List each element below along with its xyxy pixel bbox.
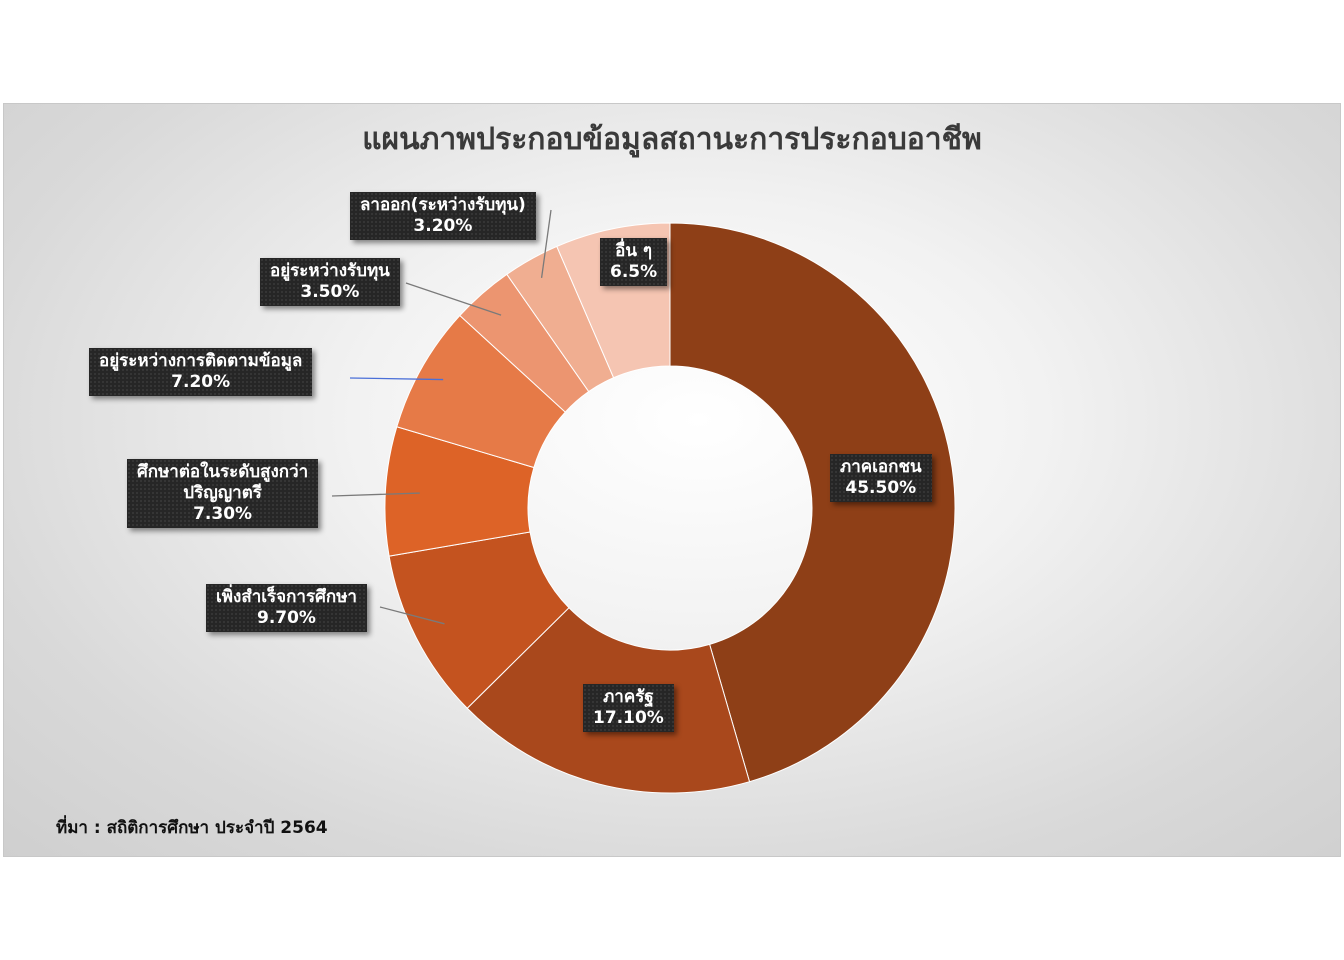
data-label-category: อื่น ๆ: [615, 241, 653, 261]
data-label-value: 45.50%: [845, 478, 917, 498]
source-note: ที่มา : สถิติการศึกษา ประจำปี 2564: [56, 818, 328, 838]
slice-0: [669, 222, 956, 783]
data-label-5: อยู่ระหว่างรับทุน 3.50%: [260, 258, 400, 306]
data-label-6: ลาออก(ระหว่างรับทุน) 3.20%: [350, 192, 536, 240]
data-label-value: 6.5%: [610, 262, 658, 282]
data-label-category: ศึกษาต่อในระดับสูงกว่า: [137, 462, 309, 482]
data-label-category: ภาคเอกชน: [840, 457, 922, 477]
data-label-value: 3.50%: [300, 282, 360, 302]
data-label-4: อยู่ระหว่างการติดตามข้อมูล 7.20%: [89, 348, 313, 396]
data-label-7: อื่น ๆ 6.5%: [600, 238, 668, 286]
data-label-3: ศึกษาต่อในระดับสูงกว่า ปริญญาตรี 7.30%: [127, 459, 319, 528]
data-label-category: ปริญญาตรี: [183, 483, 262, 503]
leader-line-6: [540, 209, 552, 278]
data-label-1: ภาครัฐ 17.10%: [583, 684, 674, 732]
leader-line-3: [331, 492, 420, 497]
data-label-2: เพิ่งสำเร็จการศึกษา 9.70%: [206, 584, 367, 632]
data-label-category: ภาครัฐ: [603, 687, 654, 707]
data-label-category: ลาออก(ระหว่างรับทุน): [360, 195, 526, 215]
leader-line-5: [405, 282, 502, 316]
data-label-value: 7.30%: [193, 504, 253, 524]
data-label-category: เพิ่งสำเร็จการศึกษา: [216, 587, 357, 607]
leader-line-2: [379, 606, 445, 625]
leader-line-4: [349, 377, 444, 381]
data-label-category: อยู่ระหว่างรับทุน: [270, 261, 390, 281]
chart-title: แผนภาพประกอบข้อมูลสถานะการประกอบอาชีพ: [362, 122, 982, 157]
data-label-value: 17.10%: [593, 708, 664, 728]
data-label-category: อยู่ระหว่างการติดตามข้อมูล: [99, 351, 303, 371]
data-label-value: 3.20%: [413, 216, 473, 236]
data-label-value: 9.70%: [256, 608, 316, 628]
data-label-value: 7.20%: [171, 372, 231, 392]
data-label-0: ภาคเอกชน 45.50%: [830, 454, 932, 502]
